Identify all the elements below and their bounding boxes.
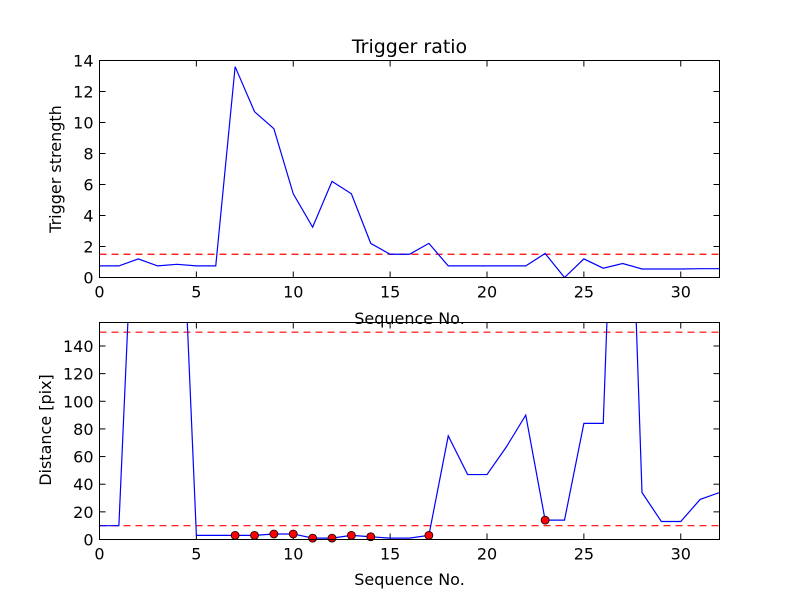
x-tick-label: 0 [94, 545, 104, 564]
x-axis-label: Sequence No. [354, 309, 465, 328]
data-marker [230, 530, 240, 540]
y-tick-label: 0 [83, 269, 93, 288]
y-axis-label: Trigger strength [46, 105, 65, 234]
y-tick-label: 2 [83, 238, 93, 257]
y-tick-label: 20 [73, 503, 93, 522]
plot-area: 0 5 10 15 20 25 30 0 2 4 6 8 10 12 14 [73, 52, 720, 302]
x-tick-label: 0 [94, 283, 104, 302]
x-axis-label: Sequence No. [354, 570, 465, 589]
data-marker [346, 530, 356, 540]
y-tick-label: 100 [63, 392, 94, 411]
y-tick-label: 40 [73, 475, 93, 494]
y-tick-label: 10 [73, 114, 93, 133]
plot-area: 0 5 10 15 20 25 30 0 20 40 60 80 100 120 140 [63, 322, 720, 564]
distance-chart: Distance [pix] Sequence No. 0 5 10 15 20 25 30… [36, 322, 720, 589]
x-tick-label: 20 [477, 283, 497, 302]
data-marker [308, 533, 318, 543]
data-marker [250, 530, 259, 540]
x-tick-label: 5 [191, 283, 201, 302]
data-marker [288, 529, 298, 539]
x-tick-label: 10 [283, 545, 303, 564]
axes-frame [99, 322, 720, 540]
y-tick-label: 8 [83, 145, 93, 164]
trigger-ratio-chart: Trigger ratio Trigger strength Sequence … [46, 36, 720, 328]
data-marker [540, 515, 550, 525]
x-tick-label: 5 [191, 545, 201, 564]
x-tick-label: 15 [380, 283, 400, 302]
y-tick-label: 80 [73, 420, 93, 439]
series-line [99, 322, 720, 539]
y-tick-label: 0 [83, 531, 93, 550]
chart-title: Trigger ratio [351, 36, 467, 58]
x-tick-label: 30 [671, 283, 691, 302]
series-line [99, 66, 720, 278]
y-axis-label: Distance [pix] [36, 374, 55, 486]
x-tick-label: 25 [574, 545, 594, 564]
data-marker [327, 533, 337, 543]
y-tick-label: 60 [73, 448, 93, 467]
x-tick-label: 20 [477, 545, 497, 564]
axes-frame [99, 60, 720, 278]
y-tick-label: 14 [73, 52, 93, 71]
x-tick-label: 25 [574, 283, 594, 302]
x-tick-label: 10 [283, 283, 303, 302]
data-marker [424, 530, 434, 540]
data-marker [269, 529, 279, 539]
y-tick-label: 12 [73, 83, 93, 102]
y-tick-label: 120 [63, 365, 94, 384]
x-tick-label: 30 [671, 545, 691, 564]
x-tick-label: 15 [380, 545, 400, 564]
y-tick-label: 4 [83, 207, 93, 226]
y-tick-label: 140 [63, 337, 94, 356]
data-marker [366, 532, 376, 542]
y-tick-label: 6 [83, 176, 93, 195]
